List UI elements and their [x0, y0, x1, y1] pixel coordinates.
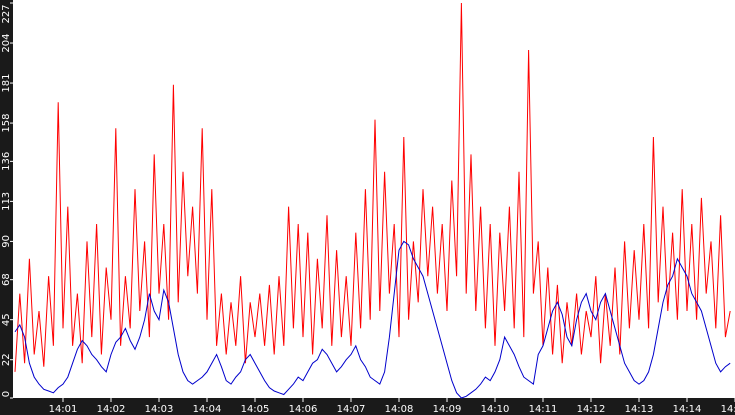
y-tick-label: 181 — [1, 73, 12, 92]
x-tick-label: 14:08 — [385, 404, 414, 415]
y-tick-label: 45 — [1, 313, 12, 326]
y-tick-label: 22 — [1, 353, 12, 366]
x-tick-label: 14:07 — [337, 404, 366, 415]
y-tick-label: 158 — [1, 114, 12, 133]
y-tick-label: 227 — [1, 4, 12, 23]
y-tick-label: 113 — [1, 192, 12, 211]
y-axis-strip — [0, 0, 13, 415]
y-tick-label: 0 — [1, 391, 12, 397]
x-tick-label: 14:03 — [145, 404, 174, 415]
x-tick-label: 14:02 — [97, 404, 126, 415]
x-axis-strip — [0, 398, 735, 415]
x-tick-label: 14:12 — [577, 404, 606, 415]
y-tick-label: 90 — [1, 235, 12, 248]
x-tick-label: 14:04 — [193, 404, 222, 415]
y-tick-label: 204 — [1, 33, 12, 52]
x-tick-label: 14:06 — [289, 404, 318, 415]
x-tick-label: 14:14 — [673, 404, 702, 415]
x-tick-label: 14:01 — [49, 404, 78, 415]
x-tick-label: 14:11 — [529, 404, 558, 415]
x-tick-label: 14:09 — [433, 404, 462, 415]
y-tick-label: 136 — [1, 152, 12, 171]
x-tick-label: 14:05 — [241, 404, 270, 415]
y-tick-label: 68 — [1, 273, 12, 286]
x-tick-label: 14:15 — [721, 404, 735, 415]
x-tick-label: 14:13 — [625, 404, 654, 415]
series-line — [14, 240, 731, 399]
x-tick-label: 14:10 — [481, 404, 510, 415]
series-line — [14, 2, 731, 372]
